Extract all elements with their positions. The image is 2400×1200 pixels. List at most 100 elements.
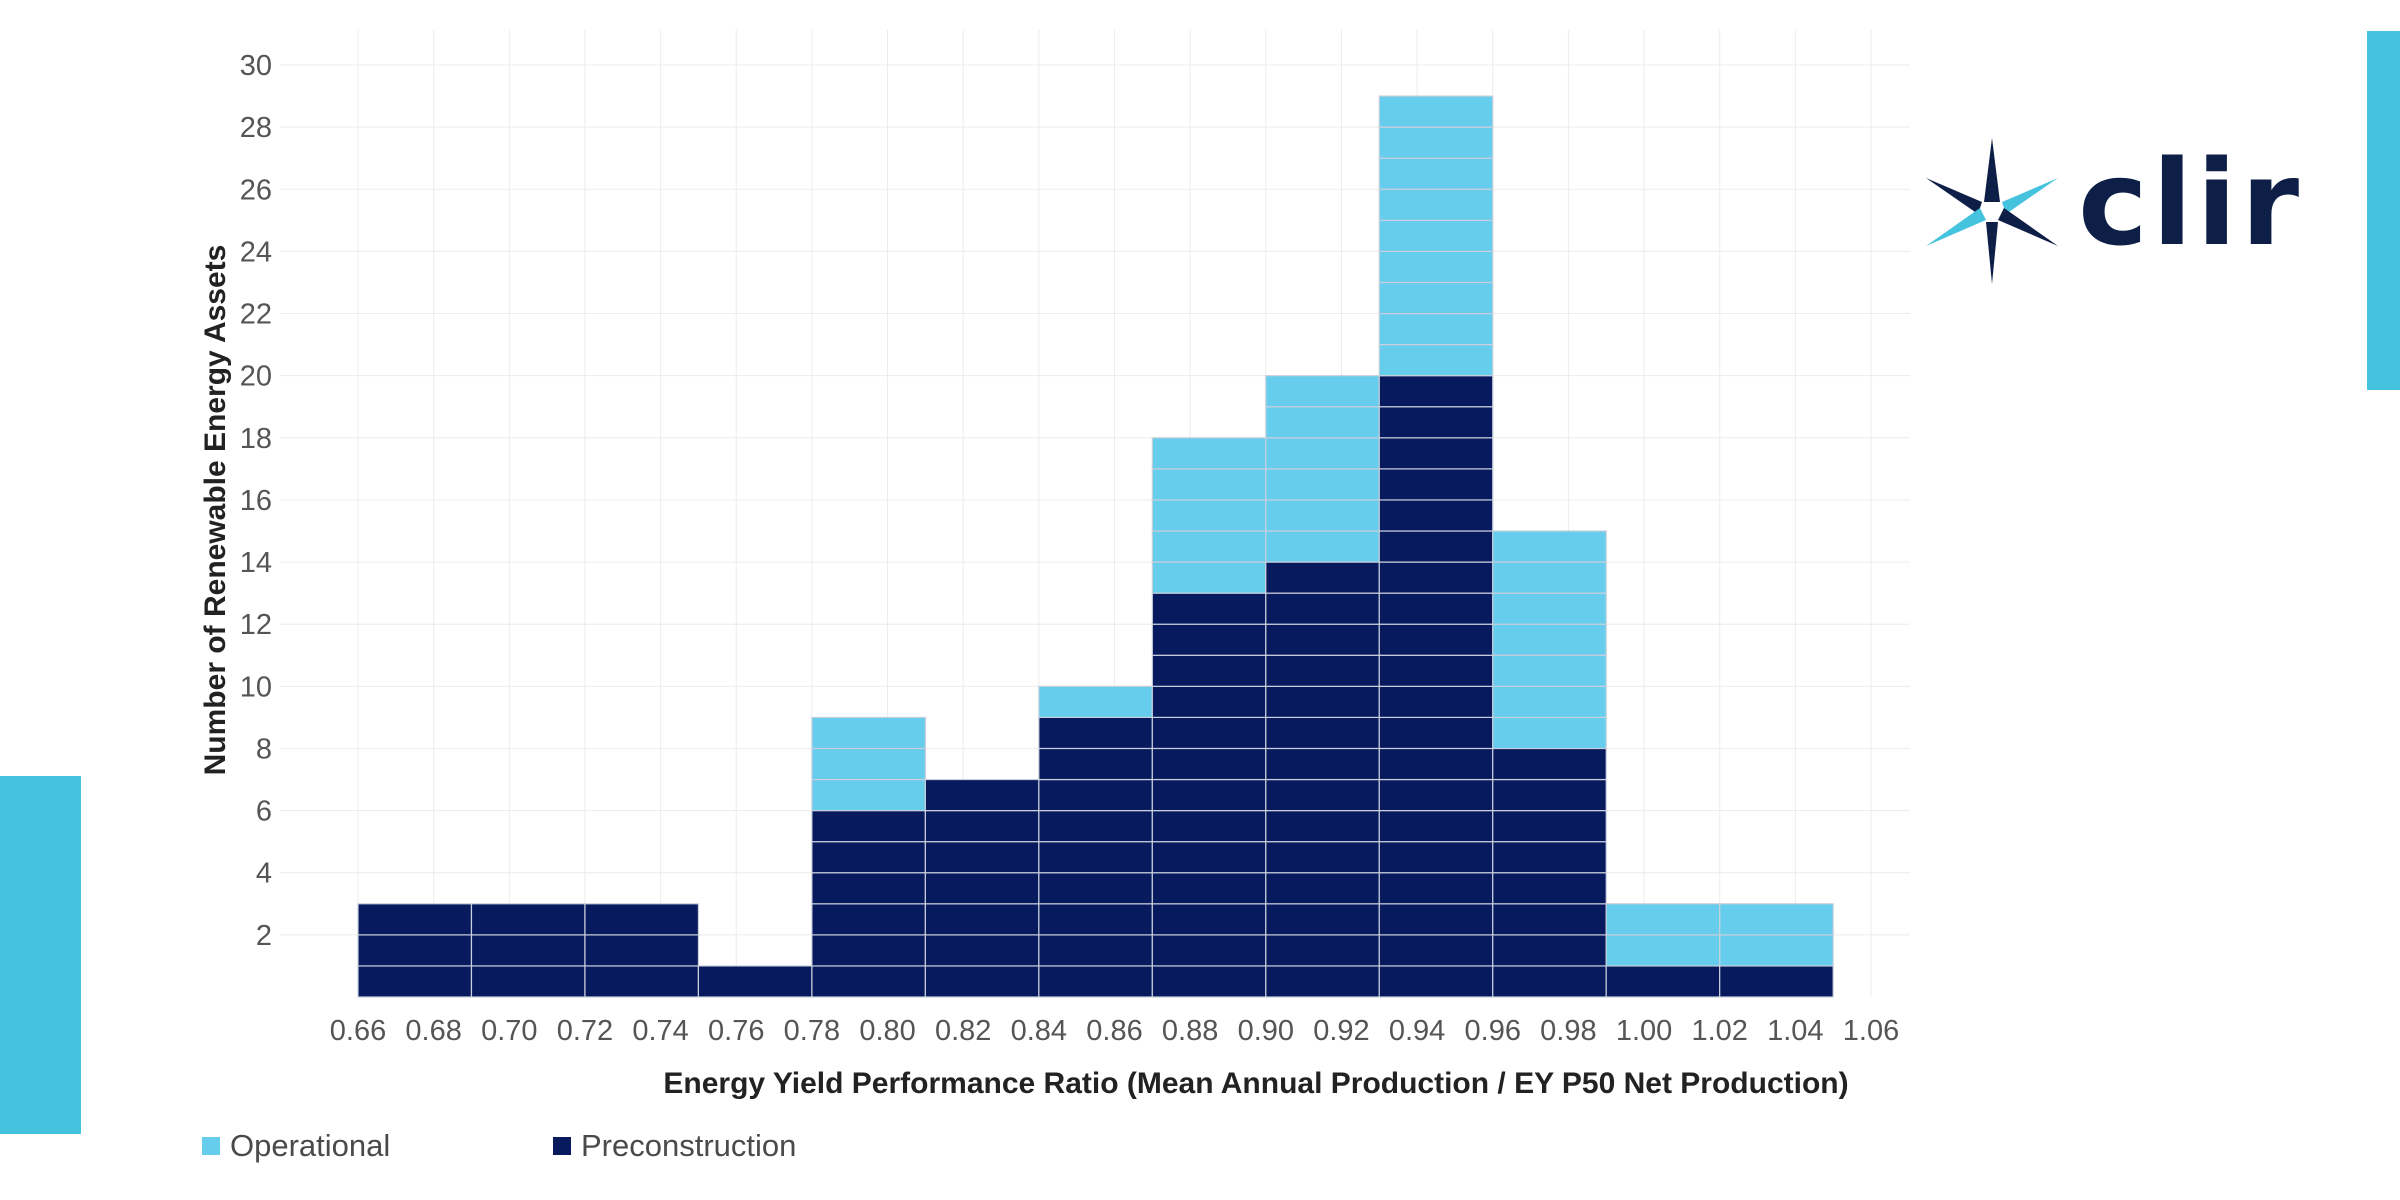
x-tick-label: 0.94 <box>1389 1015 1445 1047</box>
logo-wordmark: clir <box>2078 134 2304 272</box>
bar-segment-operational <box>1492 716 1607 750</box>
legend-swatch-operational <box>202 1137 220 1155</box>
bar-segment-operational <box>811 747 926 781</box>
bar-segment-preconstruction <box>1265 654 1380 687</box>
bar-segment-preconstruction <box>924 903 1040 936</box>
bar-segment-preconstruction <box>470 903 586 936</box>
bar-segment-preconstruction <box>1378 499 1494 532</box>
bar-segment-preconstruction <box>1265 934 1380 967</box>
x-tick-label: 0.90 <box>1238 1015 1294 1047</box>
wind-turbine-star-icon <box>1926 138 2058 284</box>
legend-item-preconstruction: Preconstruction <box>553 1128 796 1164</box>
y-tick-label: 14 <box>240 547 272 579</box>
bar-segment-preconstruction <box>1378 654 1494 687</box>
bar-segment-preconstruction <box>1265 747 1380 781</box>
y-tick-label: 24 <box>240 236 272 268</box>
bar-segment-preconstruction <box>1492 872 1607 905</box>
bar-segment-preconstruction <box>924 965 1040 998</box>
x-tick-label: 0.70 <box>481 1015 537 1047</box>
x-tick-label: 0.68 <box>405 1015 461 1047</box>
bar-segment-preconstruction <box>1265 561 1380 594</box>
bar-segment-preconstruction <box>1038 809 1153 843</box>
bar-segment-preconstruction <box>1265 872 1380 905</box>
bar-segment-preconstruction <box>1378 965 1494 998</box>
bar-segment-preconstruction <box>1492 841 1607 874</box>
bar-segment-preconstruction <box>357 965 473 998</box>
x-tick-label: 1.06 <box>1843 1015 1899 1047</box>
y-tick-label: 2 <box>256 920 272 952</box>
y-tick-label: 8 <box>256 733 272 765</box>
bar-segment-operational <box>1378 95 1494 128</box>
bar-segment-preconstruction <box>811 872 926 905</box>
bar-segment-preconstruction <box>1151 903 1267 936</box>
x-tick-label: 0.98 <box>1540 1015 1596 1047</box>
bar-segment-operational <box>1378 219 1494 252</box>
bar-segment-preconstruction <box>1492 747 1607 781</box>
bar-segment-preconstruction <box>1492 809 1607 843</box>
bar-segment-preconstruction <box>924 872 1040 905</box>
legend-label-operational: Operational <box>230 1128 391 1163</box>
bar-segment-preconstruction <box>1151 934 1267 967</box>
bar-segment-operational <box>1378 344 1494 377</box>
bar-segment-preconstruction <box>697 965 813 998</box>
bar-segment-operational <box>1605 903 1721 936</box>
bar-segment-preconstruction <box>1378 468 1494 501</box>
bar-segment-operational <box>1719 934 1834 967</box>
bar-segment-operational <box>1265 375 1380 408</box>
bar-segment-preconstruction <box>1378 841 1494 874</box>
legend-label-preconstruction: Preconstruction <box>581 1128 797 1163</box>
bar-segment-operational <box>1378 281 1494 315</box>
bar-segment-preconstruction <box>811 934 926 967</box>
bar-segment-preconstruction <box>470 934 586 967</box>
bar-segment-operational <box>1378 250 1494 284</box>
x-tick-label: 0.92 <box>1313 1015 1369 1047</box>
right-accent-bar <box>2367 31 2400 390</box>
y-tick-label: 18 <box>240 423 272 455</box>
x-axis-ticks: 0.66 0.68 0.70 0.72 0.74 0.76 0.78 0.80 0.82 0.84… <box>330 1015 1899 1047</box>
bar-segment-preconstruction <box>1378 778 1494 812</box>
bar-segment-preconstruction <box>584 934 700 967</box>
bar-segment-preconstruction <box>1265 841 1380 874</box>
bar-segment-preconstruction <box>811 841 926 874</box>
bar-segment-preconstruction <box>470 965 586 998</box>
bar-segment-preconstruction <box>1038 716 1153 750</box>
bar-segment-preconstruction <box>1378 592 1494 625</box>
bar-segment-preconstruction <box>1038 747 1153 781</box>
x-tick-label: 0.74 <box>632 1015 688 1047</box>
y-tick-label: 12 <box>240 609 272 641</box>
bar-segment-preconstruction <box>1265 809 1380 843</box>
bar-segment-preconstruction <box>1038 872 1153 905</box>
bar-segment-operational <box>1492 685 1607 718</box>
bar-segment-preconstruction <box>1151 685 1267 718</box>
bars <box>357 95 1834 998</box>
bar-segment-operational <box>1265 530 1380 563</box>
bar-segment-operational <box>1492 623 1607 656</box>
bar-segment-preconstruction <box>357 903 473 936</box>
bar-segment-operational <box>1378 157 1494 190</box>
legend-item-operational: Operational <box>202 1128 390 1164</box>
clir-logo: clir <box>1922 136 2299 286</box>
bar-segment-preconstruction <box>1265 716 1380 750</box>
bar-segment-preconstruction <box>1151 778 1267 812</box>
y-tick-label: 22 <box>240 299 272 331</box>
bar-segment-preconstruction <box>1378 561 1494 594</box>
bar-segment-preconstruction <box>1378 872 1494 905</box>
bar-segment-preconstruction <box>1151 592 1267 625</box>
bar-segment-preconstruction <box>1492 965 1607 998</box>
bar-segment-preconstruction <box>1378 747 1494 781</box>
bar-segment-preconstruction <box>1378 934 1494 967</box>
bar-segment-operational <box>1151 530 1267 563</box>
bar-segment-operational <box>1719 903 1834 936</box>
bar-segment-preconstruction <box>1378 685 1494 718</box>
bar-segment-preconstruction <box>1265 592 1380 625</box>
bar-segment-preconstruction <box>584 903 700 936</box>
y-tick-label: 4 <box>256 858 272 890</box>
x-tick-label: 0.82 <box>935 1015 991 1047</box>
bar-segment-operational <box>1378 312 1494 346</box>
bar-segment-operational <box>1492 530 1607 563</box>
bar-segment-preconstruction <box>1378 530 1494 563</box>
bar-segment-preconstruction <box>1492 934 1607 967</box>
y-tick-label: 10 <box>240 671 272 703</box>
bar-segment-operational <box>811 778 926 812</box>
